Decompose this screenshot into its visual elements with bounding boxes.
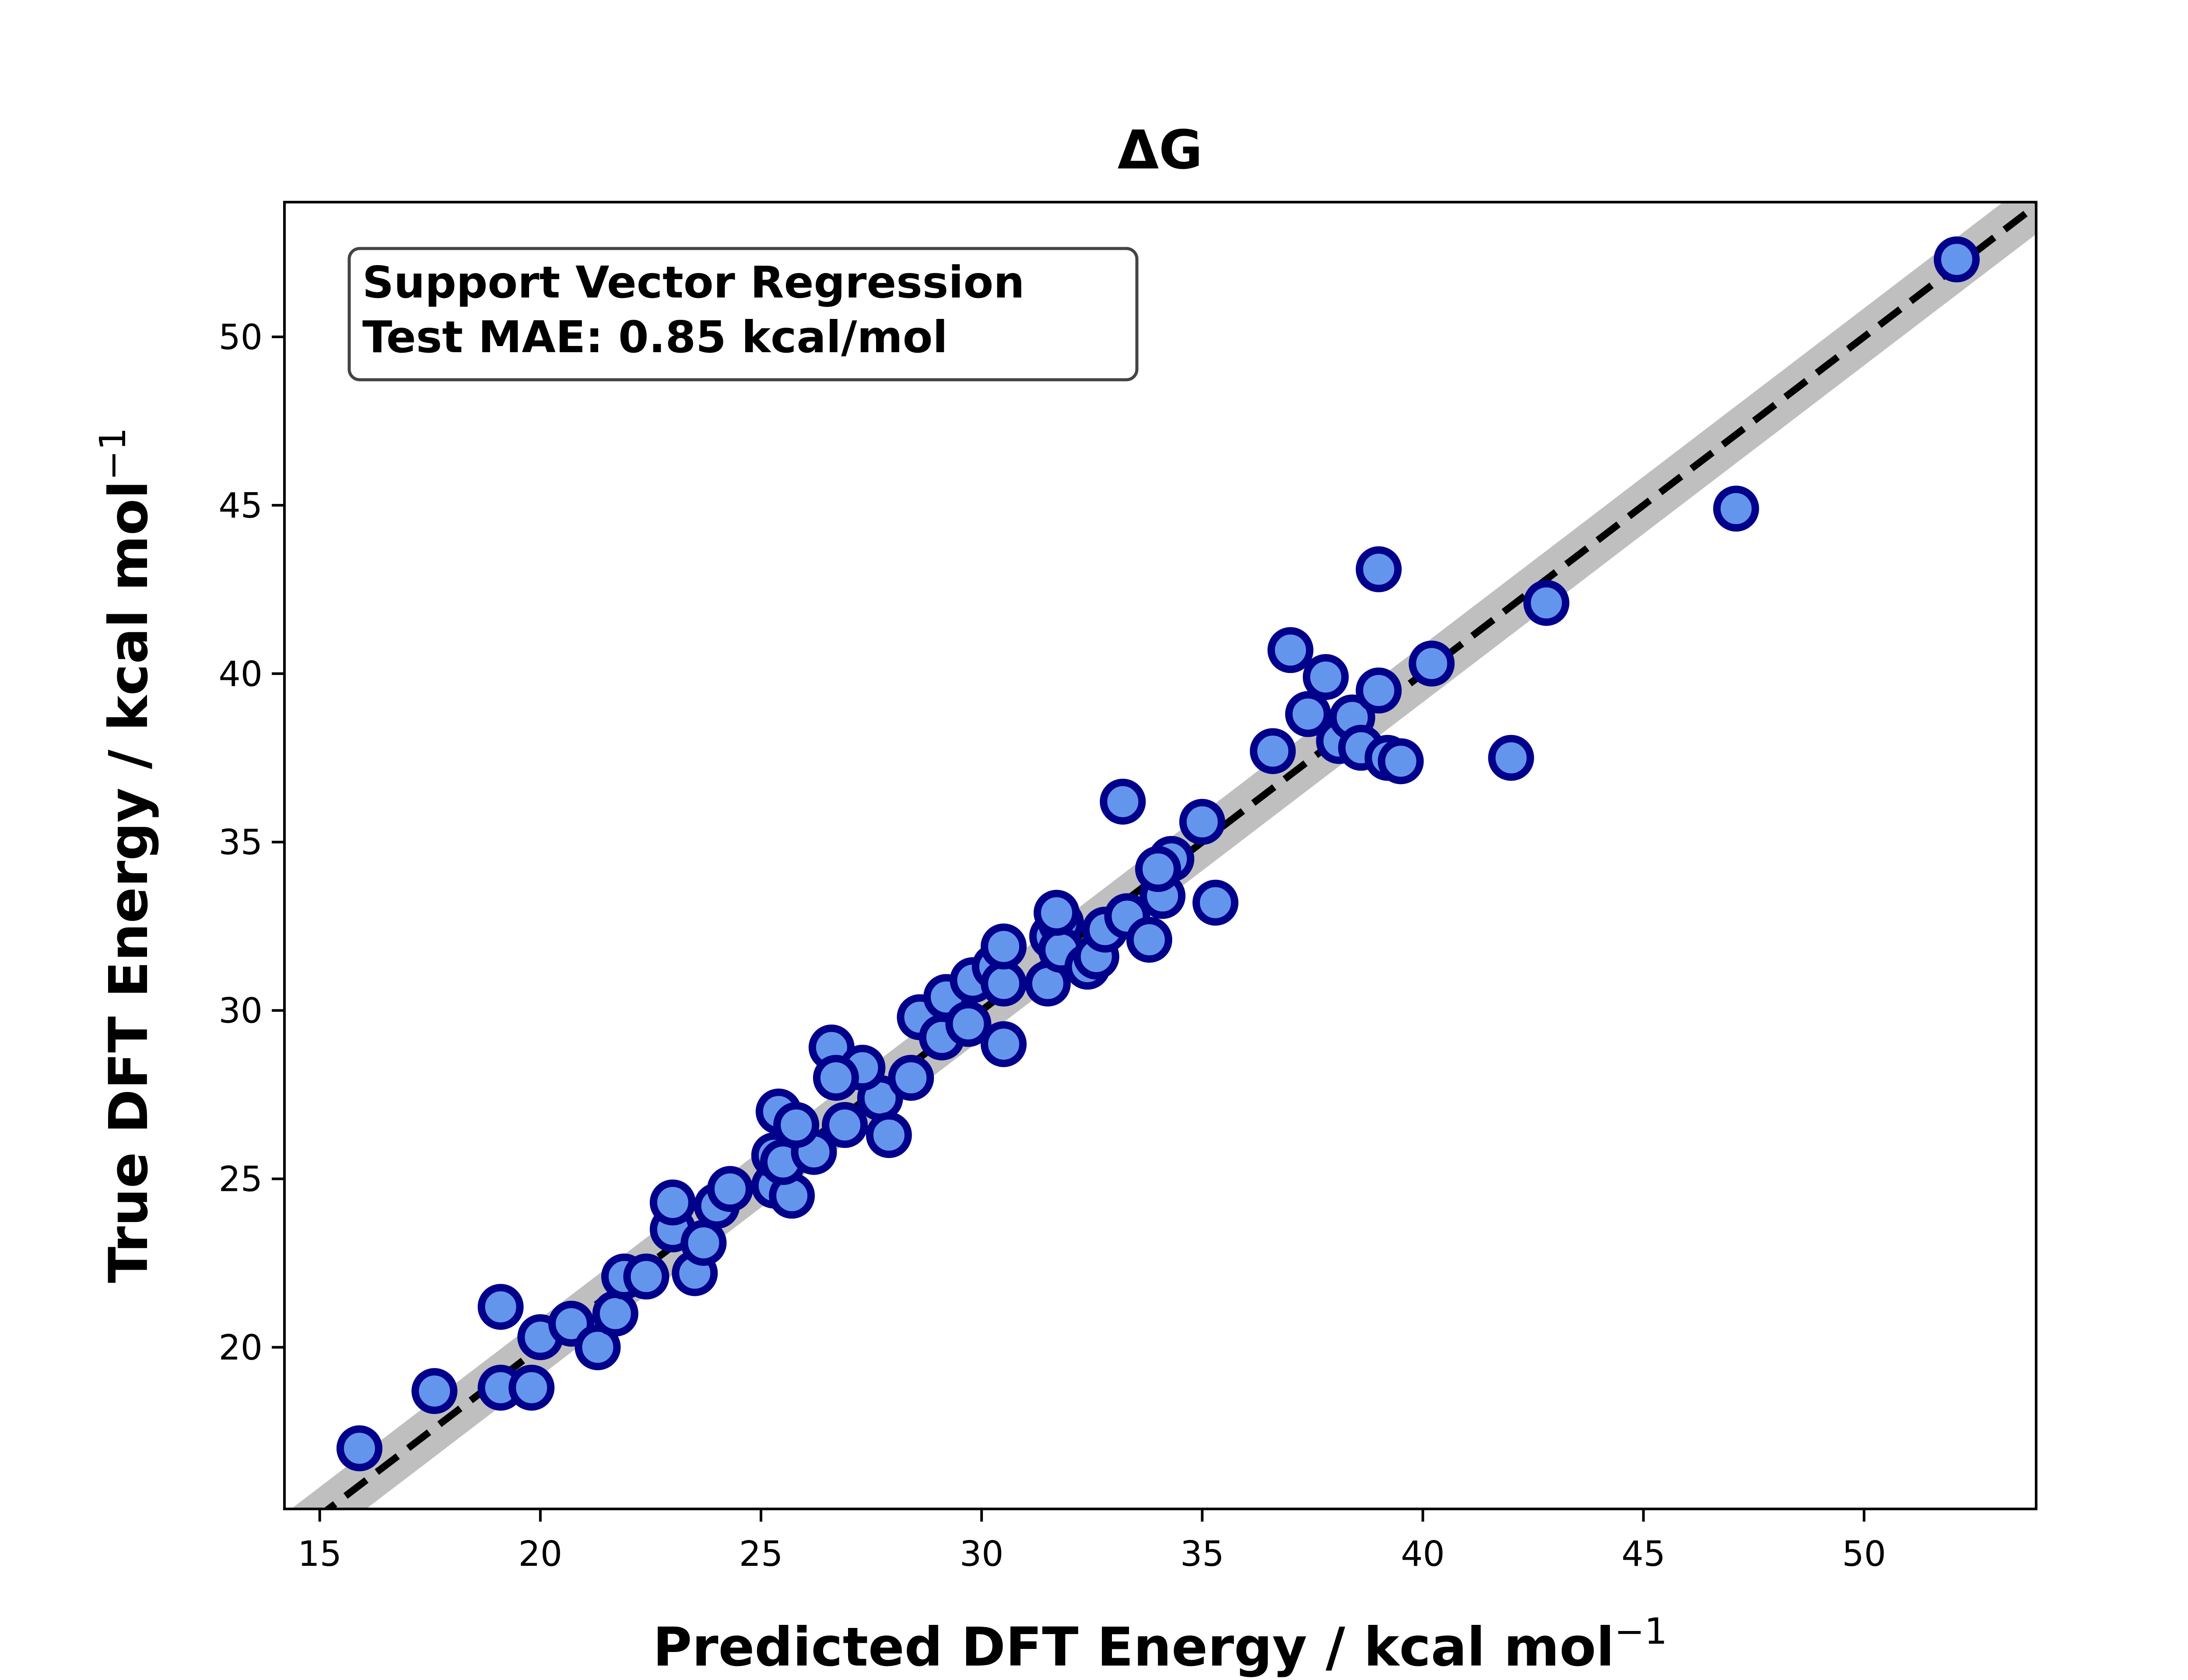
data-points	[336, 236, 1980, 1471]
y-tick-label: 45	[218, 486, 263, 526]
data-point	[623, 1253, 670, 1300]
x-tick-label: 15	[298, 1534, 342, 1574]
data-point	[866, 1112, 912, 1158]
x-tick-label: 40	[1401, 1534, 1445, 1574]
data-point	[822, 1102, 868, 1148]
data-point	[1034, 889, 1080, 936]
data-point	[1285, 691, 1331, 737]
y-tick-label: 50	[218, 317, 263, 357]
data-point	[888, 1055, 934, 1101]
data-point	[680, 1220, 727, 1266]
data-point	[1713, 486, 1759, 532]
x-axis-label-superscript: −1	[1614, 1611, 1667, 1652]
y-tick-label: 30	[218, 991, 263, 1031]
data-point	[773, 1102, 820, 1148]
data-point	[813, 1055, 859, 1101]
data-point	[1356, 667, 1402, 714]
x-tick-label: 50	[1842, 1534, 1886, 1574]
data-point	[945, 1001, 992, 1047]
chart-title: ΔG	[1118, 119, 1203, 181]
annotation-mae: Test MAE: 0.85 kcal/mol	[362, 312, 948, 363]
y-tick-label: 40	[218, 654, 263, 694]
data-point	[1192, 879, 1239, 926]
data-point	[981, 923, 1027, 970]
y-tick-label: 35	[218, 822, 263, 863]
x-tick-label: 25	[739, 1534, 783, 1574]
data-point	[707, 1166, 753, 1212]
data-point	[981, 960, 1027, 1007]
y-tick-label: 20	[218, 1327, 263, 1368]
annotation-box: Support Vector Regression Test MAE: 0.85…	[347, 247, 1139, 382]
data-point	[1488, 735, 1534, 781]
y-axis-label-text: True DFT Energy / kcal mol	[98, 480, 160, 1283]
data-point	[1356, 546, 1402, 592]
x-tick-label: 20	[519, 1534, 563, 1574]
data-point	[1250, 728, 1296, 774]
plot-content	[291, 202, 2036, 1509]
data-point	[1378, 738, 1424, 784]
data-point	[1100, 778, 1146, 825]
data-point	[508, 1365, 555, 1411]
data-point	[649, 1179, 696, 1225]
data-point	[1409, 640, 1455, 687]
x-axis-ticks: 15 20 25 30 35 40 45 50	[298, 1509, 1886, 1574]
plot-frame	[283, 201, 2037, 1510]
x-axis-label: Predicted DFT Energy / kcal mol−1	[653, 1611, 1667, 1678]
x-tick-label: 30	[960, 1534, 1004, 1574]
data-point	[411, 1368, 458, 1414]
x-axis-label-text: Predicted DFT Energy / kcal mol	[653, 1616, 1614, 1678]
data-point	[477, 1284, 524, 1330]
data-point	[592, 1290, 638, 1337]
data-point	[981, 1021, 1027, 1068]
y-axis-ticks: 20 25 30 35 40 45 50	[218, 317, 284, 1368]
data-point	[1126, 917, 1172, 963]
data-point	[1303, 654, 1349, 700]
data-point	[1267, 627, 1314, 673]
data-point	[1934, 236, 1980, 283]
x-tick-label: 45	[1621, 1534, 1666, 1574]
data-point	[336, 1425, 382, 1471]
annotation-model: Support Vector Regression	[362, 257, 1024, 308]
y-axis-label-superscript: −1	[92, 427, 134, 480]
y-axis-label: True DFT Energy / kcal mol−1	[92, 427, 160, 1283]
data-point	[1135, 846, 1181, 892]
x-tick-label: 35	[1180, 1534, 1224, 1574]
data-point	[1523, 580, 1570, 626]
y-tick-label: 25	[218, 1159, 263, 1200]
data-point	[1179, 799, 1225, 845]
